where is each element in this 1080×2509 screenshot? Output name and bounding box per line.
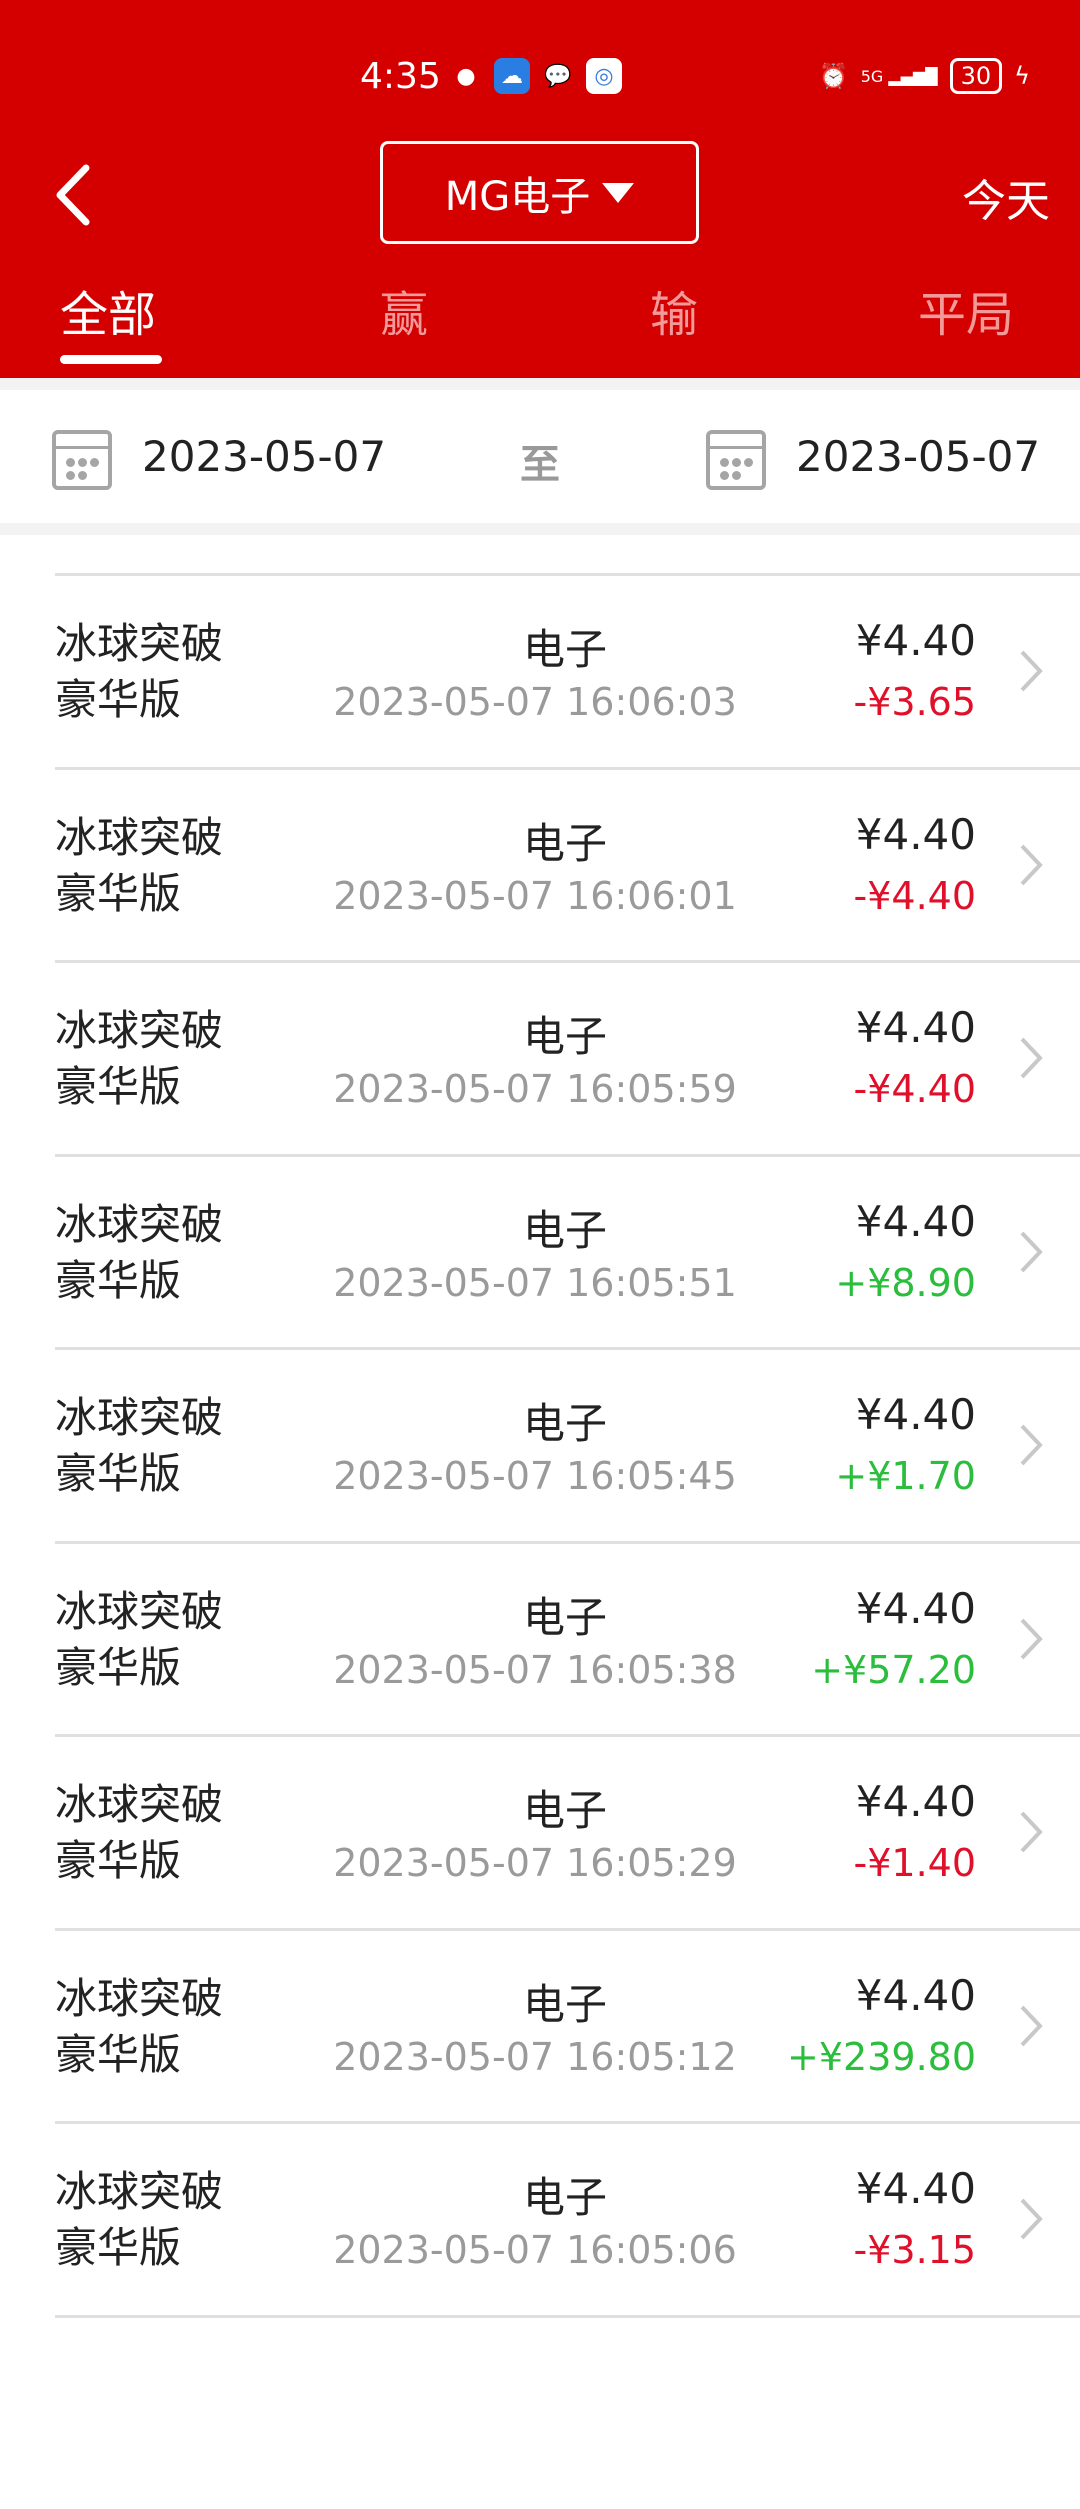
game-category: 电子 <box>522 2173 607 2222</box>
record-row[interactable]: 冰球突破 豪华版 电子 2023-05-07 16:05:29 ¥4.40 -¥1… <box>55 1734 1080 1928</box>
win-loss-amount: +¥239.80 <box>787 2034 976 2079</box>
platform-dropdown[interactable]: MG电子 <box>380 141 699 244</box>
win-loss-amount: -¥3.15 <box>853 2228 977 2272</box>
bet-time: 2023-05-07 16:05:12 <box>333 2034 737 2079</box>
bet-amount: ¥4.40 <box>855 1196 976 1246</box>
alarm-icon: ⏰ <box>818 62 849 90</box>
header: 4:35 ● ☁ 💬 ◎ ⏰ 5G ▂▄▆█ 30 ϟ MG电子 今天 全部 赢… <box>0 0 1080 378</box>
game-category: 电子 <box>522 1979 607 2029</box>
game-name: 冰球突破 豪华版 <box>55 1780 224 1885</box>
bet-time: 2023-05-07 16:05:59 <box>333 1067 737 1111</box>
back-icon[interactable] <box>48 160 108 230</box>
chevron-right-icon <box>1020 1424 1043 1466</box>
game-name: 冰球突破 豪华版 <box>55 2167 224 2272</box>
divider <box>0 378 1080 390</box>
charging-icon: ϟ <box>1014 62 1030 90</box>
tab-all[interactable]: 全部 <box>60 287 157 343</box>
game-category: 电子 <box>522 1592 607 1642</box>
game-name: 冰球突破 豪华版 <box>55 812 224 918</box>
start-date[interactable]: 2023-05-07 <box>142 432 387 481</box>
bet-amount: ¥4.40 <box>855 2164 976 2213</box>
game-category: 电子 <box>522 625 607 674</box>
game-name: 冰球突破 豪华版 <box>55 1199 224 1305</box>
chevron-right-icon <box>1020 1231 1043 1272</box>
battery-icon: 30 <box>949 58 1003 94</box>
message-icon: 💬 <box>544 63 572 89</box>
record-row[interactable]: 冰球突破 豪华版 电子 2023-05-07 16:06:01 ¥4.40 -¥4… <box>55 766 1080 961</box>
win-loss-amount: -¥3.65 <box>853 680 977 724</box>
bet-amount: ¥4.40 <box>855 1583 976 1633</box>
notification-icons: ● ☁ 💬 ◎ <box>448 58 622 94</box>
chevron-right-icon <box>1020 1811 1043 1853</box>
chevron-right-icon <box>1020 650 1043 692</box>
calendar-icon[interactable] <box>706 430 766 490</box>
win-loss-amount: -¥4.40 <box>853 873 977 918</box>
game-category: 电子 <box>522 818 607 868</box>
bet-amount: ¥4.40 <box>855 1777 976 1826</box>
game-name: 冰球突破 豪华版 <box>55 1393 224 1498</box>
record-row[interactable]: 冰球突破 豪华版 电子 2023-05-07 16:05:12 ¥4.40 +¥2… <box>55 1927 1080 2122</box>
bet-amount: ¥4.40 <box>855 1003 976 1052</box>
active-tab-indicator <box>60 355 162 364</box>
win-loss-amount: +¥57.20 <box>811 1647 976 1692</box>
record-row[interactable]: 冰球突破 豪华版 电子 2023-05-07 16:05:45 ¥4.40 +¥1… <box>55 1347 1080 1541</box>
weather-icon: ☁ <box>494 58 530 94</box>
game-name: 冰球突破 豪华版 <box>55 1973 224 2079</box>
divider <box>55 2314 1080 2509</box>
bet-amount: ¥4.40 <box>855 1390 976 1439</box>
win-loss-amount: +¥8.90 <box>835 1260 976 1305</box>
record-row[interactable]: 冰球突破 豪华版 电子 2023-05-07 16:05:06 ¥4.40 -¥3… <box>55 2121 1080 2315</box>
bet-time: 2023-05-07 16:06:01 <box>333 873 737 918</box>
win-loss-amount: -¥4.40 <box>853 1067 977 1111</box>
chevron-right-icon <box>1020 844 1043 885</box>
game-category: 电子 <box>522 1786 607 1835</box>
bet-time: 2023-05-07 16:06:03 <box>333 680 737 724</box>
chevron-right-icon <box>1020 2198 1043 2240</box>
game-category: 电子 <box>522 1205 607 1255</box>
record-row[interactable]: 冰球突破 豪华版 电子 2023-05-07 16:05:59 ¥4.40 -¥4… <box>55 960 1080 1154</box>
date-range: 2023-05-07 至 2023-05-07 <box>0 390 1080 523</box>
win-loss-amount: -¥1.40 <box>853 1841 977 1885</box>
tab-draw[interactable]: 平局 <box>918 287 1015 343</box>
bet-time: 2023-05-07 16:05:45 <box>333 1454 737 1498</box>
bet-amount: ¥4.40 <box>855 1970 976 2020</box>
record-row[interactable]: 冰球突破 豪华版 电子 2023-05-07 16:06:03 ¥4.40 -¥3… <box>55 573 1080 767</box>
signal-icon: 5G ▂▄▆█ <box>860 66 938 86</box>
network-type: 5G <box>860 66 884 86</box>
bet-time: 2023-05-07 16:05:29 <box>333 1841 737 1885</box>
bet-time: 2023-05-07 16:05:38 <box>333 1647 737 1692</box>
chevron-right-icon <box>1020 1618 1043 1659</box>
game-category: 电子 <box>522 1399 607 1448</box>
status-right: ⏰ 5G ▂▄▆█ 30 ϟ <box>819 58 1030 94</box>
record-row[interactable]: 冰球突破 豪华版 电子 2023-05-07 16:05:51 ¥4.40 +¥8… <box>55 1153 1080 1348</box>
bet-time: 2023-05-07 16:05:06 <box>333 2228 737 2272</box>
record-row[interactable]: 冰球突破 豪华版 电子 2023-05-07 16:05:38 ¥4.40 +¥5… <box>55 1540 1080 1735</box>
status-time: 4:35 <box>360 56 441 97</box>
browser-icon: ◎ <box>586 58 622 94</box>
divider <box>0 523 1080 535</box>
caret-down-icon <box>602 182 635 203</box>
date-separator: 至 <box>520 442 560 488</box>
game-name: 冰球突破 豪华版 <box>55 1586 224 1692</box>
chevron-right-icon <box>1020 2005 1043 2046</box>
bet-amount: ¥4.40 <box>855 616 976 665</box>
game-name: 冰球突破 豪华版 <box>55 619 224 724</box>
calendar-icon[interactable] <box>52 430 112 490</box>
game-category: 电子 <box>522 1012 607 1061</box>
tab-lose[interactable]: 输 <box>650 287 699 343</box>
end-date[interactable]: 2023-05-07 <box>796 432 1041 481</box>
win-loss-amount: +¥1.70 <box>835 1454 976 1498</box>
bet-time: 2023-05-07 16:05:51 <box>333 1260 737 1305</box>
tab-win[interactable]: 赢 <box>380 287 429 343</box>
qq-icon: ● <box>456 63 476 89</box>
dropdown-label: MG电子 <box>444 173 591 220</box>
today-button[interactable]: 今天 <box>962 176 1050 227</box>
bet-amount: ¥4.40 <box>855 809 976 859</box>
game-name: 冰球突破 豪华版 <box>55 1006 224 1111</box>
chevron-right-icon <box>1020 1037 1043 1079</box>
